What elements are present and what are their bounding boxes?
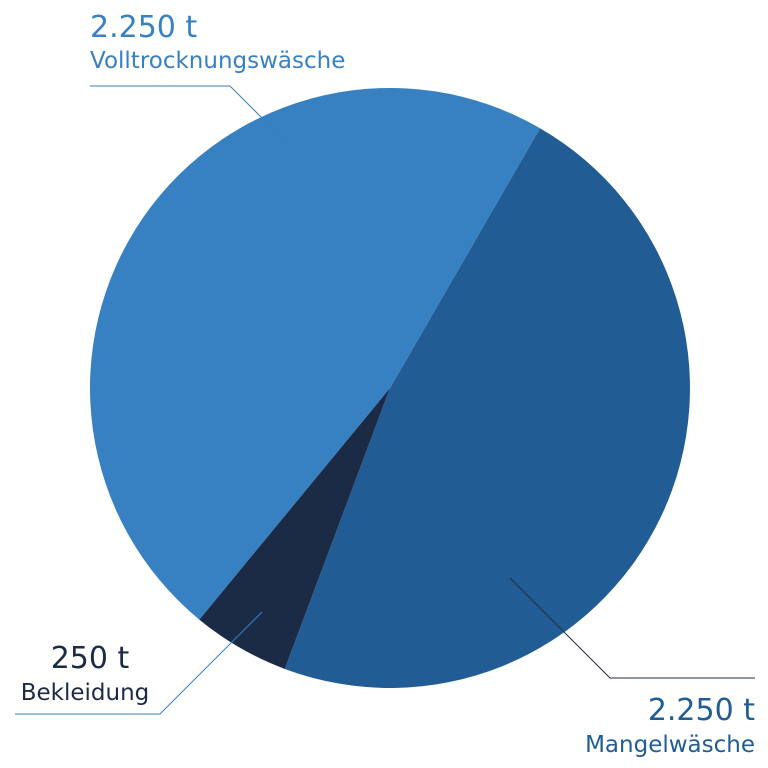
pie-slice-mangelwaesche [284, 128, 690, 688]
label-value-volltrocknungswaesche: 2.250 t [90, 10, 197, 45]
label-name-bekleidung: Bekleidung [21, 680, 150, 706]
label-value-bekleidung: 250 t [51, 641, 130, 676]
leader-line-bekleidung [15, 611, 263, 715]
label-name-volltrocknungswaesche: Volltrocknungswäsche [90, 48, 345, 74]
leader-line-mangelwaesche [509, 577, 755, 679]
leader-line-volltrocknungswaesche [90, 85, 291, 147]
pie-slice-volltrocknungswaesche [90, 87, 541, 620]
label-name-mangelwaesche: Mangelwäsche [585, 732, 755, 758]
pie-slices [90, 87, 690, 688]
label-value-mangelwaesche: 2.250 t [648, 693, 755, 728]
pie-slice-bekleidung [199, 388, 390, 669]
